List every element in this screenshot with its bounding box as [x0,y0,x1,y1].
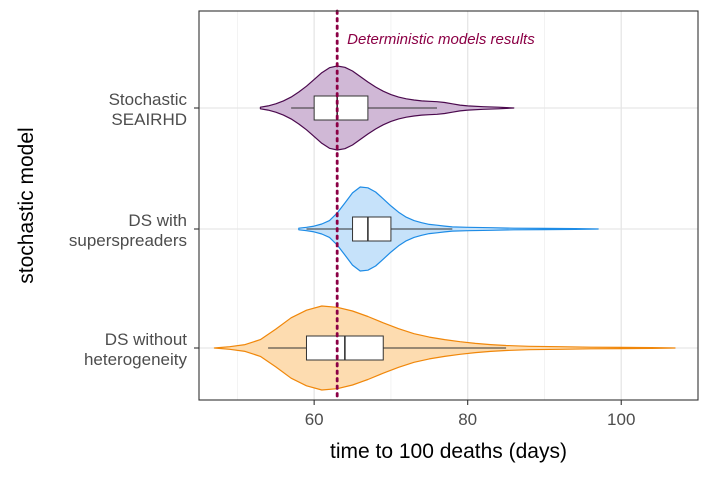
plot-border [198,10,699,401]
box-iqr [313,95,369,121]
y-axis-title: stochastic model [15,127,38,283]
x-tick-label: 100 [607,410,635,429]
violin-group [298,186,599,272]
x-axis-title: time to 100 deaths (days) [330,440,567,463]
y-tick-label-line: superspreaders [69,231,187,250]
y-tick-label-line: DS with [128,211,187,230]
box-iqr [352,216,392,242]
reference-line-label: Deterministic models results [347,31,535,48]
x-axis: 60 80 100 [305,400,635,429]
x-tick-label: 60 [305,410,324,429]
y-tick-label-line: SEAIRHD [111,110,187,129]
x-tick-label: 80 [458,410,477,429]
y-tick-label: DS without heterogeneity [84,330,188,369]
violins [213,65,676,391]
reference-line-group: Deterministic models results [335,9,535,402]
y-tick-label-line: heterogeneity [84,350,188,369]
violin-group [213,305,676,391]
y-tick-label: Stochastic SEAIRHD [109,90,188,129]
y-tick-label: DS with superspreaders [69,211,187,250]
y-tick-label-line: DS without [105,330,187,349]
y-tick-label-line: Stochastic [109,90,188,109]
